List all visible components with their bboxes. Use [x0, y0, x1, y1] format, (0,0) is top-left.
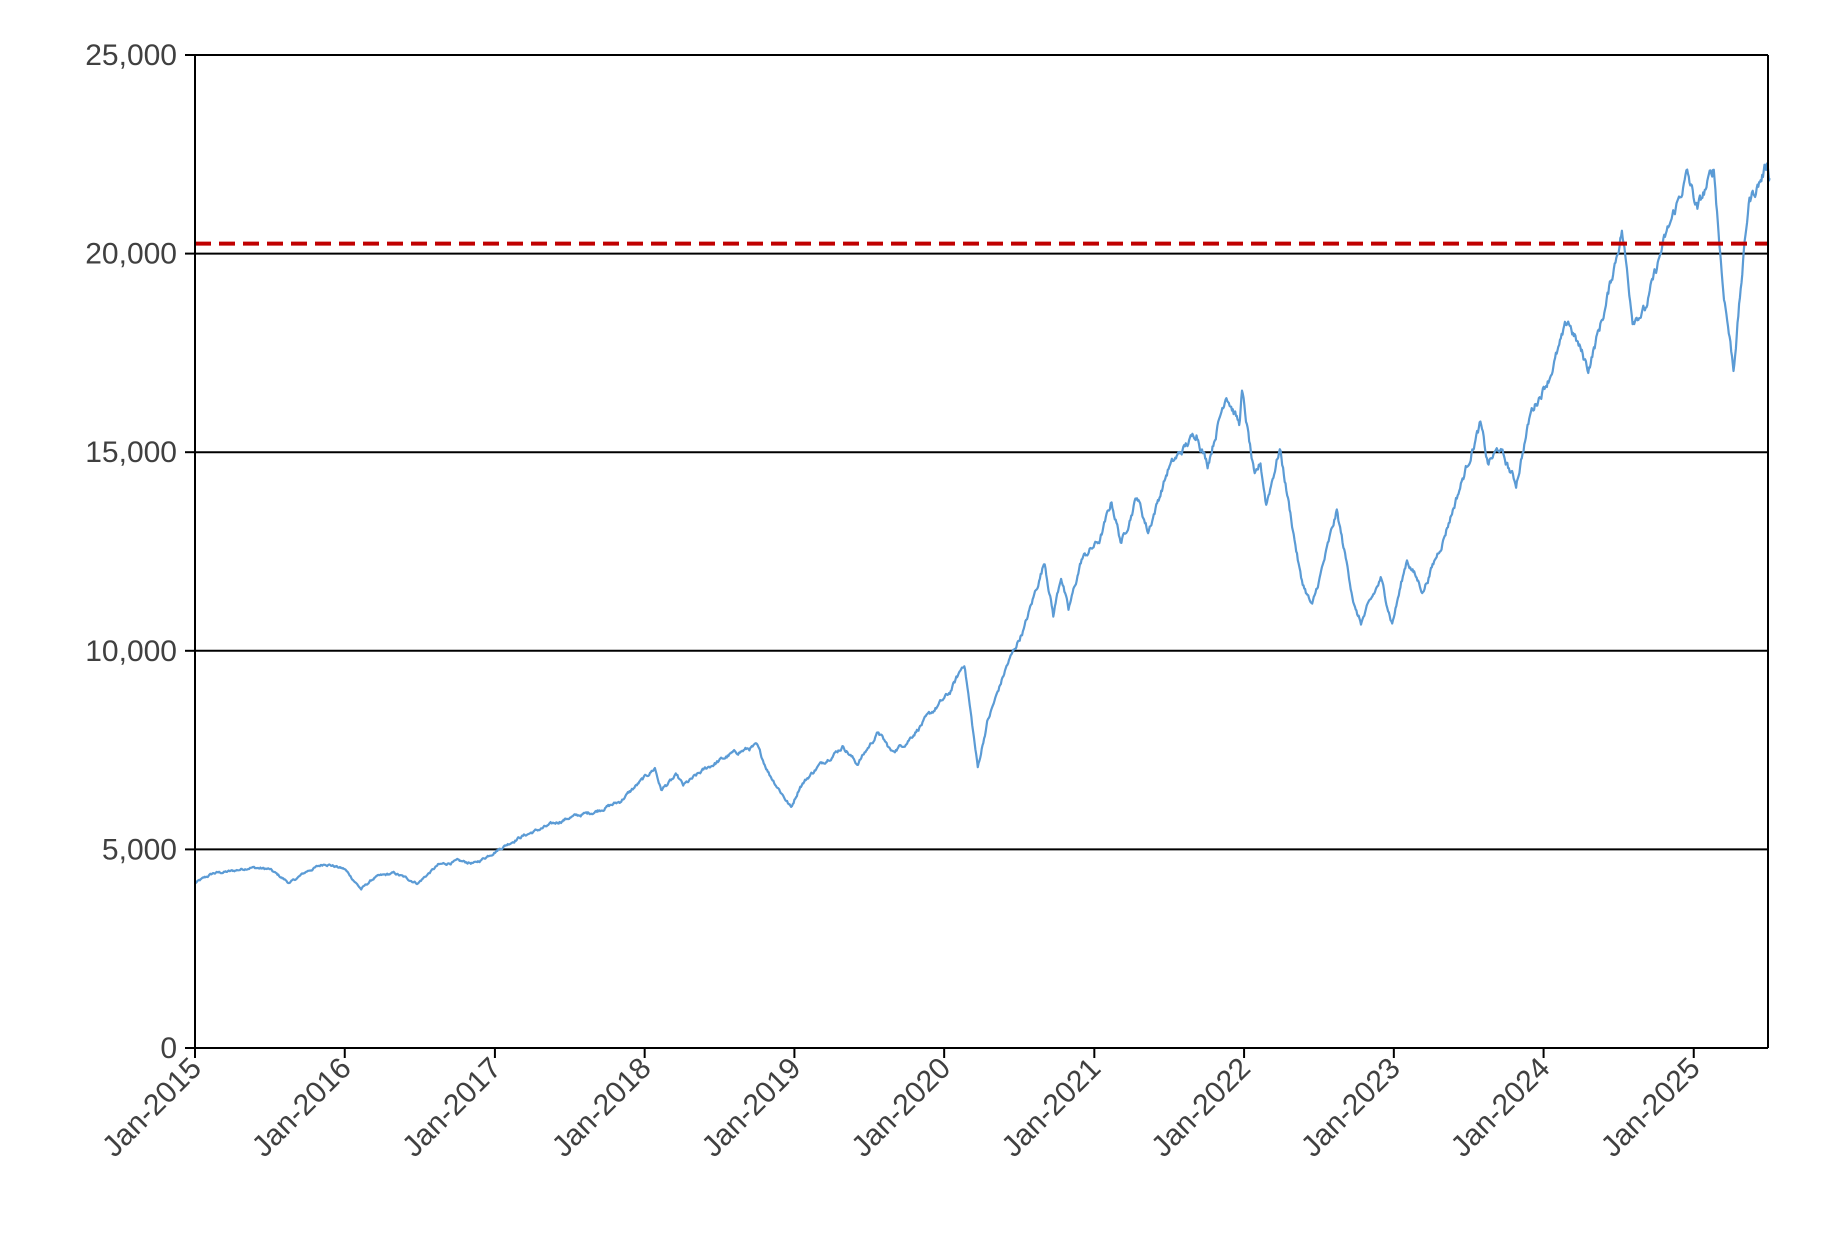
- series-line: [194, 162, 1771, 891]
- y-tick-label: 15,000: [85, 436, 177, 469]
- y-tick-label: 25,000: [85, 39, 177, 72]
- y-tick-labels: 0 5,000 10,000 15,000 20,000 25,000: [85, 39, 177, 1065]
- axes: [185, 54, 1769, 1058]
- y-tick-label: 10,000: [85, 635, 177, 668]
- y-tick-label: 20,000: [85, 238, 177, 271]
- y-tick-label: 0: [160, 1032, 177, 1065]
- series-layer: [194, 162, 1771, 891]
- y-tick-label: 5,000: [102, 833, 177, 866]
